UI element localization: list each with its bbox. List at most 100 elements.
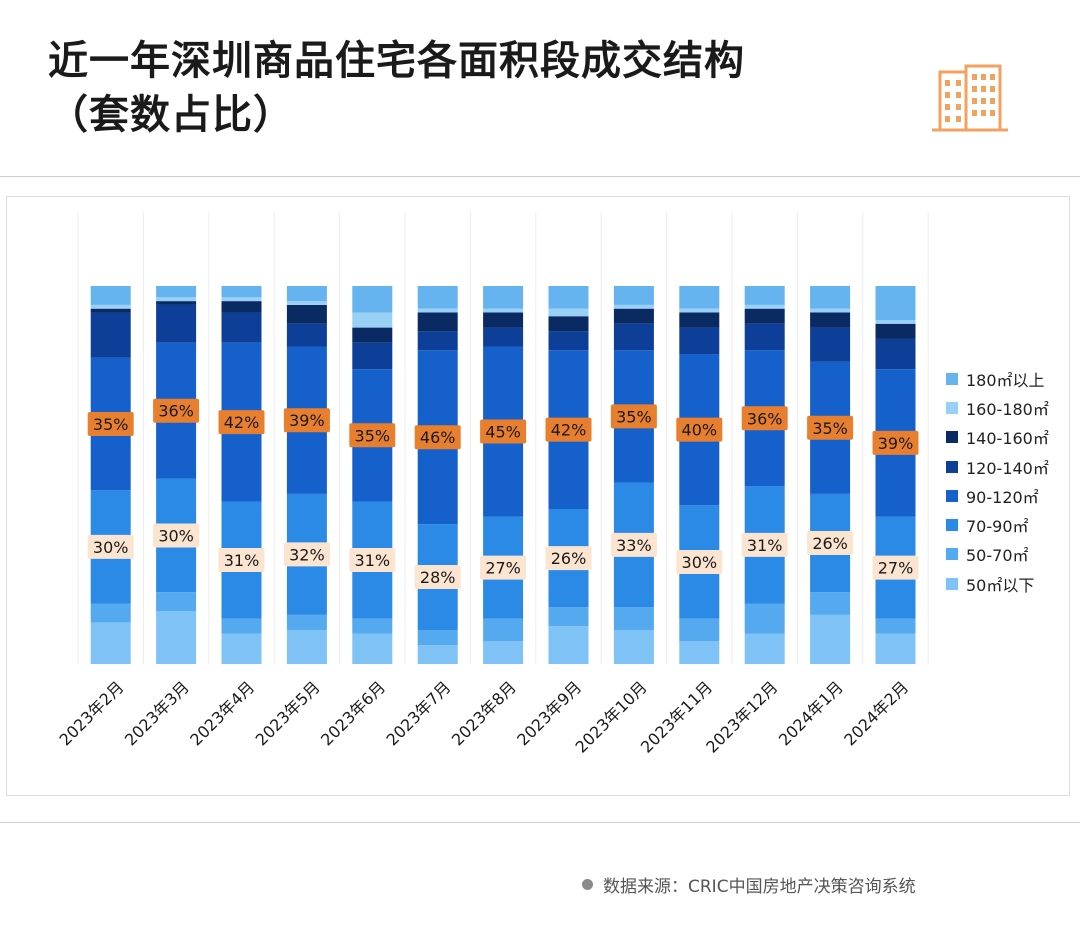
data-label: 32% (289, 545, 325, 564)
legend-label: 50-70㎡ (966, 546, 1029, 566)
bar-segment (548, 331, 589, 351)
bar-segment (744, 323, 785, 351)
bar-segment (221, 301, 262, 313)
bar-segment (221, 633, 262, 664)
x-tick-label: 2023年8月 (448, 677, 520, 749)
bar-segment (286, 323, 327, 347)
legend-item: 120-140㎡ (946, 452, 1049, 481)
data-label: 27% (878, 559, 914, 578)
legend-item: 90-120㎡ (946, 481, 1049, 510)
legend-swatch (946, 401, 958, 414)
data-label-box (349, 548, 396, 573)
legend-label: 70-90㎡ (966, 517, 1029, 537)
legend-swatch (946, 519, 958, 532)
divider-bottom (0, 822, 1080, 823)
data-label-box (218, 410, 265, 435)
bar-segment (417, 331, 458, 351)
bar-segment (352, 286, 393, 313)
legend-item: 160-180㎡ (946, 393, 1049, 422)
legend-label: 140-160㎡ (966, 429, 1049, 449)
data-label-box (153, 398, 200, 423)
legend-label: 90-120㎡ (966, 487, 1039, 507)
bar-segment (548, 286, 589, 309)
data-label-box (414, 565, 461, 590)
bar-segment (613, 629, 654, 664)
data-label: 46% (420, 428, 456, 447)
data-label: 31% (747, 536, 783, 555)
data-label: 36% (158, 402, 194, 421)
legend-item: 50㎡以下 (946, 569, 1049, 598)
bar-segment (352, 327, 393, 343)
legend-item: 50-70㎡ (946, 540, 1049, 569)
legend-swatch (946, 489, 958, 502)
divider-top (0, 176, 1080, 177)
bar-segment (875, 323, 916, 339)
bar-segment (679, 286, 720, 309)
x-tick-label: 2024年2月 (840, 677, 912, 749)
data-source: 数据来源： CRIC中国房地产决策咨询系统 (582, 872, 916, 897)
data-label-box (741, 406, 788, 431)
data-label: 35% (355, 426, 391, 445)
data-label-box (480, 555, 527, 580)
data-label-box (872, 430, 919, 455)
data-label: 35% (93, 415, 129, 434)
bar-segment (875, 320, 916, 324)
bar-segment (483, 312, 524, 328)
legend-swatch (946, 577, 958, 590)
bar-segment (221, 312, 262, 343)
data-label-box (283, 408, 330, 433)
bar-segment (417, 645, 458, 664)
bar-segment (352, 633, 393, 664)
bar-segment (548, 308, 589, 317)
bar-segment (679, 327, 720, 355)
x-tick-label: 2024年1月 (775, 677, 847, 749)
data-label: 33% (616, 536, 652, 555)
data-label: 35% (616, 407, 652, 426)
chart-title: 近一年深圳商品住宅各面积段成交结构 （套数占比） (48, 34, 745, 142)
x-tick-label: 2023年3月 (121, 677, 193, 749)
legend-label: 120-140㎡ (966, 458, 1049, 478)
bar-segment (613, 308, 654, 324)
bar-segment (483, 327, 524, 347)
data-label-box (414, 425, 461, 450)
data-label-box (545, 546, 592, 571)
bar-segment (483, 641, 524, 664)
bar-segment (679, 312, 720, 328)
data-label: 45% (485, 423, 521, 442)
bar-segment (548, 607, 589, 627)
bar-segment (810, 308, 851, 313)
bar-segment (90, 622, 131, 664)
bar-segment (744, 286, 785, 305)
bar-segment (221, 618, 262, 634)
data-label: 28% (420, 568, 456, 587)
bar-segment (352, 618, 393, 634)
bar-segment (156, 301, 197, 305)
x-tick-label: 2023年4月 (186, 677, 258, 749)
x-tick-label: 2023年9月 (513, 677, 585, 749)
bar-segment (613, 286, 654, 305)
legend-swatch (946, 548, 958, 561)
chart-panel (6, 196, 1070, 796)
source-text: CRIC中国房地产决策咨询系统 (688, 877, 916, 897)
data-label: 31% (224, 551, 260, 570)
x-tick-label: 2023年7月 (382, 677, 454, 749)
bar-segment (286, 614, 327, 630)
bar-segment (286, 304, 327, 324)
data-label-box (872, 555, 919, 580)
bar-segment (679, 641, 720, 664)
data-label: 42% (551, 421, 587, 440)
x-tick-label: 2023年5月 (252, 677, 324, 749)
data-label: 42% (224, 413, 260, 432)
data-label-box (283, 542, 330, 567)
data-label-box (153, 523, 200, 548)
data-label-box (807, 415, 854, 440)
bar-segment (286, 286, 327, 302)
data-label: 31% (355, 551, 391, 570)
bar-segment (810, 327, 851, 362)
data-label-box (545, 417, 592, 442)
bar-segment (613, 323, 654, 351)
data-label: 39% (878, 434, 914, 453)
bar-segment (352, 312, 393, 328)
bar-segment (286, 301, 327, 305)
bar-segment (90, 286, 131, 305)
